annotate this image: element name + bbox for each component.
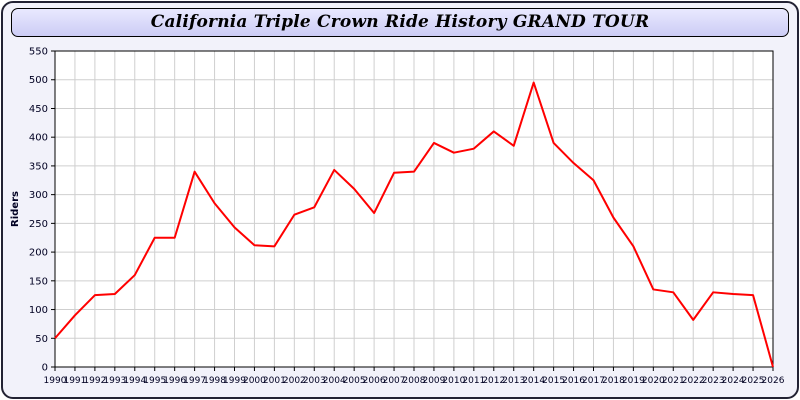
x-tick-label: 2012 — [482, 376, 505, 386]
y-tick-label: 250 — [29, 219, 48, 230]
x-tick-label: 2023 — [702, 376, 725, 386]
y-tick-label: 100 — [29, 305, 48, 316]
x-tick-label: 2001 — [263, 376, 286, 386]
x-tick-label: 2011 — [462, 376, 485, 386]
x-tick-label: 2022 — [682, 376, 705, 386]
x-tick-label: 2018 — [602, 376, 625, 386]
y-tick-label: 450 — [29, 104, 48, 115]
x-tick-label: 2025 — [742, 376, 765, 386]
riders-line-chart: 0501001502002503003504004505005501990199… — [10, 47, 785, 387]
y-tick-label: 550 — [29, 47, 48, 58]
x-tick-label: 2016 — [562, 376, 585, 386]
x-tick-label: 1992 — [83, 376, 106, 386]
x-tick-label: 2024 — [722, 376, 745, 386]
x-tick-label: 2017 — [582, 376, 605, 386]
x-tick-label: 2026 — [762, 376, 785, 386]
x-tick-label: 1993 — [103, 376, 126, 386]
chart-title-bar: California Triple Crown Ride History GRA… — [11, 8, 789, 37]
x-tick-label: 2015 — [542, 376, 565, 386]
x-tick-label: 2003 — [303, 376, 326, 386]
x-tick-label: 2000 — [243, 376, 266, 386]
x-tick-label: 2019 — [622, 376, 645, 386]
x-tick-label: 1996 — [163, 376, 186, 386]
x-tick-label: 2004 — [323, 376, 346, 386]
x-tick-label: 1997 — [183, 376, 206, 386]
x-tick-label: 2009 — [422, 376, 445, 386]
chart-title: California Triple Crown Ride History GRA… — [150, 12, 650, 32]
x-tick-label: 1991 — [63, 376, 86, 386]
x-tick-label: 2005 — [343, 376, 366, 386]
y-axis-title: Riders — [10, 191, 21, 227]
x-tick-label: 2002 — [283, 376, 306, 386]
y-tick-label: 400 — [29, 133, 48, 144]
y-tick-label: 500 — [29, 75, 48, 86]
x-tick-label: 2010 — [442, 376, 465, 386]
y-tick-label: 350 — [29, 161, 48, 172]
x-tick-label: 2014 — [522, 376, 545, 386]
x-tick-label: 1994 — [123, 376, 146, 386]
y-tick-label: 0 — [42, 363, 48, 374]
x-tick-label: 2013 — [502, 376, 525, 386]
y-tick-label: 150 — [29, 276, 48, 287]
x-tick-label: 2021 — [662, 376, 685, 386]
x-tick-label: 2006 — [363, 376, 386, 386]
y-tick-label: 50 — [35, 334, 48, 345]
y-tick-label: 300 — [29, 190, 48, 201]
chart-panel: 0 50 100 150 200 250 300 350 400 450 500 550 1990 199… — [5, 41, 795, 397]
x-tick-label: 2020 — [642, 376, 665, 386]
x-tick-label: 1990 — [44, 376, 67, 386]
data-series-line — [54, 81, 774, 368]
x-tick-label: 1995 — [143, 376, 166, 386]
y-tick-label: 200 — [29, 248, 48, 259]
x-tick-label: 2007 — [383, 376, 406, 386]
x-tick-label: 1998 — [203, 376, 226, 386]
x-tick-label: 1999 — [223, 376, 246, 386]
x-tick-label: 2008 — [403, 376, 426, 386]
